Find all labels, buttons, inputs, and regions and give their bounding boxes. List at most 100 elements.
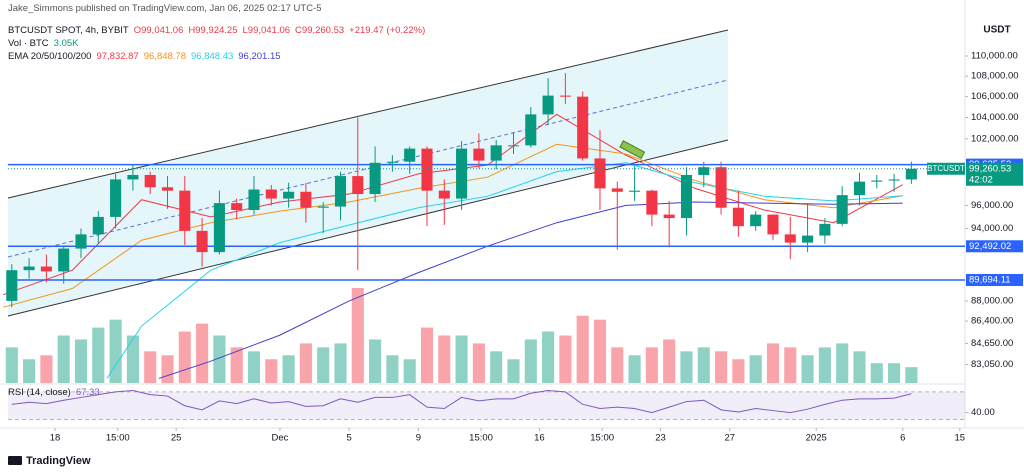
candle-body	[23, 266, 35, 271]
logo-icon	[8, 456, 22, 465]
volume-bar	[663, 339, 676, 383]
x-tick-label: 5	[346, 433, 351, 444]
candle-body	[715, 167, 727, 208]
volume-label: Vol · BTC	[8, 38, 49, 49]
candle-body	[6, 270, 18, 301]
candle-body	[646, 190, 658, 215]
volume-bar	[420, 327, 434, 383]
price-label-bg	[966, 240, 1023, 253]
candle-body	[213, 203, 225, 253]
candle-body	[559, 95, 571, 97]
y-tick-label: 110,000.00	[971, 51, 1018, 62]
last-price-label: 99,260.53	[969, 163, 1011, 174]
volume-bar	[74, 339, 88, 383]
candle-body	[196, 230, 208, 253]
candle-body	[456, 148, 468, 199]
volume-bar	[57, 335, 70, 383]
symbol-tag: BTCUSDT	[927, 164, 965, 173]
volume-bar	[196, 323, 209, 383]
candle-body	[75, 234, 87, 249]
candle-body	[421, 148, 433, 191]
volume-bar	[282, 355, 295, 383]
ohlc-value: O99,041.06	[133, 25, 184, 36]
volume-bar	[836, 343, 849, 383]
ohlc-value: +219.47 (+0.22%)	[349, 25, 426, 36]
ema-line	[2, 113, 903, 296]
ema-label: EMA 20/50/100/200	[8, 51, 92, 62]
volume-bar	[247, 351, 261, 383]
x-tick-label: 23	[655, 433, 666, 444]
ruler-icon	[619, 140, 646, 159]
volume-row: Vol · BTC 3.05K	[8, 38, 78, 49]
volume-bar	[628, 355, 641, 383]
candle-body	[490, 145, 502, 161]
candle-body	[179, 190, 191, 231]
volume-bar	[507, 359, 520, 383]
x-tick-label: 6	[900, 433, 905, 444]
currency-label: USDT	[983, 25, 1010, 36]
candle-body	[404, 148, 416, 162]
x-tick-label: Dec	[271, 433, 288, 444]
volume-bar	[888, 363, 901, 383]
y-tick-label: 108,000.00	[971, 71, 1019, 82]
price-label: 92,492.02	[969, 241, 1011, 252]
ema-line	[106, 162, 903, 379]
volume-value: 3.05K	[53, 38, 79, 49]
candle-body	[161, 187, 174, 191]
candle-body	[784, 234, 796, 243]
ema-value: 97,832.87	[96, 51, 139, 62]
ema-value: 96,201.15	[238, 51, 281, 62]
candle-body	[92, 216, 104, 235]
plot-area	[2, 73, 965, 383]
volume-bar	[715, 351, 728, 383]
volume-bar	[593, 319, 607, 383]
footer-logo: TradingView	[8, 455, 91, 467]
candle-body	[507, 145, 520, 147]
candle-body	[473, 148, 485, 161]
candle-body	[40, 266, 52, 272]
rsi-line	[11, 390, 912, 414]
volume-bar	[524, 339, 537, 383]
volume-bar	[784, 347, 797, 383]
volume-bar	[801, 355, 814, 383]
volume-bar	[230, 347, 243, 383]
candle-body	[767, 214, 779, 235]
volume-bar	[905, 367, 918, 383]
ema-value: 96,848.43	[191, 51, 234, 62]
candle-body	[888, 179, 900, 181]
volume-bar	[213, 335, 226, 383]
x-tick-label: 25	[171, 433, 182, 444]
candle-body	[438, 190, 450, 199]
price-label: 89,694.11	[969, 275, 1011, 286]
candle-body	[300, 191, 312, 208]
volume-bar	[369, 339, 382, 383]
y-tick-label: 88,000.00	[971, 295, 1013, 306]
symbol-tag-bg	[927, 162, 965, 175]
candle-body	[334, 176, 347, 207]
candle-body	[525, 114, 537, 146]
volume-bar	[178, 331, 191, 383]
candle-body	[386, 161, 398, 163]
candle-body	[853, 181, 866, 196]
volume-bar	[23, 359, 36, 383]
volume-bar	[490, 351, 503, 383]
price-label-bg	[966, 273, 1023, 286]
ohlc-value: C99,260.53	[295, 25, 345, 36]
x-tick-label: 9	[416, 433, 421, 444]
candle-body	[732, 207, 744, 227]
rsi-label: RSI (14, close)	[8, 387, 71, 398]
rsi-row: RSI (14, close) 67.33	[8, 387, 100, 398]
candle-body	[698, 167, 710, 175]
volume-bar	[766, 343, 780, 383]
candle-body	[577, 96, 589, 159]
y-tick-label: 106,000.00	[971, 91, 1019, 102]
candle-body	[680, 174, 693, 219]
volume-bar	[438, 335, 451, 383]
volume-bar	[317, 347, 330, 383]
candle-body	[594, 158, 606, 189]
candle-body	[542, 95, 554, 115]
y-tick-label: 84,650.00	[971, 338, 1013, 349]
volume-bar	[542, 331, 555, 383]
ema-line	[3, 143, 903, 308]
